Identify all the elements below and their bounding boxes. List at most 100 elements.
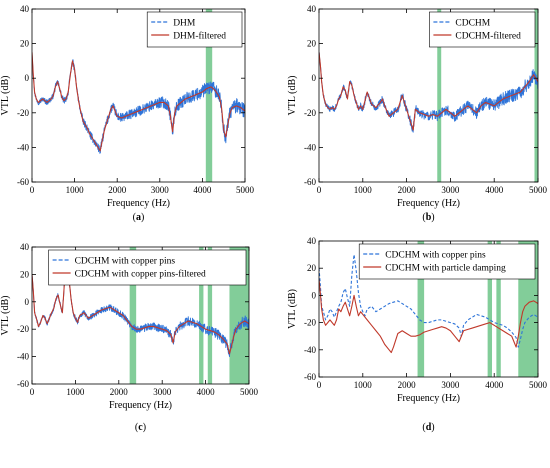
y-tick-label: -20 [17,324,29,334]
y-tick-label: -40 [304,142,316,152]
y-tick-label: 40 [307,4,317,14]
x-tick-label: 2000 [108,185,127,195]
highlight-band [534,9,538,182]
x-tick-label: 0 [30,387,35,397]
x-tick-label: 1000 [354,185,373,195]
highlight-band [437,9,442,182]
series-line [319,52,538,133]
y-tick-label: -60 [17,379,29,389]
y-tick-label: 20 [307,39,317,49]
series-line [32,52,245,152]
legend-entry: CDCHM with copper pins [385,251,486,261]
legend-box [48,249,247,286]
y-tick-label: -20 [304,318,316,328]
y-tick-label: -40 [17,142,29,152]
x-tick-label: 4000 [485,380,504,390]
y-axis-label: VTL (dB) [0,296,11,336]
x-tick-label: 0 [317,380,322,390]
y-axis-label: VTL (dB) [287,76,298,116]
x-tick-label: 3000 [441,185,460,195]
y-tick-label: 0 [312,290,317,300]
x-tick-label: 2000 [398,185,417,195]
plot-frame [31,246,250,385]
y-tick-label: -20 [17,108,29,118]
plot-frame [31,8,246,183]
legend-entry: CDCHM with particle damping [385,264,506,274]
series-line [32,260,249,355]
y-tick-label: -60 [304,372,316,382]
legend-entry: DHM [173,19,196,29]
x-tick-label: 5000 [236,185,255,195]
y-axis-label: VTL (dB) [287,289,298,329]
highlight-band [205,9,213,182]
panel-caption: (d) [422,422,434,433]
chart-panel: 0 1000 2000 3000 4000 5000 -60 -40 -20 0 20 40 Frequ… [0,4,255,223]
plot-frame [318,8,539,183]
legend: CDCHM with copper pins CDCHM with copper … [48,249,247,286]
series-line [32,53,245,154]
y-tick-label: -60 [304,177,316,187]
series-line [319,52,538,131]
x-tick-label: 1000 [66,387,85,397]
legend-entry: DHM-filtered [173,31,226,42]
y-tick-label: 20 [307,263,317,273]
legend: CDCHM with copper pins CDCHM with particl… [358,243,536,280]
highlight-band [417,241,425,377]
highlight-band [496,241,501,377]
series-line [319,254,538,348]
y-tick-label: 40 [20,4,30,14]
x-tick-label: 4000 [193,185,212,195]
plot-frame [318,240,539,378]
x-axis-label: Frequency (Hz) [397,393,460,404]
y-axis-label: VTL (dB) [0,76,11,116]
y-tick-label: 0 [25,73,30,83]
x-tick-label: 3000 [151,185,170,195]
x-tick-label: 3000 [153,387,172,397]
x-tick-label: 2000 [398,380,417,390]
y-tick-label: -60 [17,177,29,187]
x-tick-label: 1000 [354,380,373,390]
y-tick-label: -40 [17,352,29,362]
x-axis-label: Frequency (Hz) [397,198,460,209]
x-tick-label: 5000 [529,185,548,195]
series-line [319,279,538,354]
chart-panel: 0 1000 2000 3000 4000 5000 -60 -40 -20 0 20 40 Frequ… [0,242,259,433]
x-tick-label: 0 [30,185,35,195]
legend-box [358,243,536,280]
chart-panel: 0 1000 2000 3000 4000 5000 -60 -40 -20 0 20 40 Frequ… [287,4,548,223]
x-tick-label: 4000 [485,185,504,195]
legend-entry: CDCHM with copper pins [75,257,176,267]
panel-caption: (a) [133,212,145,223]
y-tick-label: -40 [304,345,316,355]
highlight-band [129,247,137,384]
legend-box [429,11,536,48]
legend-entry: CDCHM [455,19,490,29]
x-axis-label: Frequency (Hz) [107,198,170,209]
x-tick-label: 3000 [441,380,460,390]
legend: DHM DHM-filtered [146,11,243,48]
y-tick-label: 20 [20,39,30,49]
x-tick-label: 1000 [66,185,85,195]
x-tick-label: 0 [317,185,322,195]
x-tick-label: 2000 [110,387,129,397]
legend: CDCHM CDCHM-filtered [429,11,536,48]
x-tick-label: 4000 [197,387,216,397]
highlight-band [207,247,213,384]
y-tick-label: -20 [304,108,316,118]
y-tick-label: 40 [307,236,317,246]
x-axis-label: Frequency (Hz) [109,400,172,411]
x-tick-label: 5000 [529,380,548,390]
chart-panel: 0 1000 2000 3000 4000 5000 -60 -40 -20 0 20 40 Frequ… [287,236,548,433]
highlight-band [487,241,493,377]
y-tick-label: 0 [25,297,30,307]
panel-caption: (c) [135,422,146,433]
y-tick-label: 0 [312,73,317,83]
y-tick-label: 20 [20,269,30,279]
x-tick-label: 5000 [240,387,259,397]
legend-entry: CDCHM with copper pins-filtered [75,269,206,280]
legend-box [146,11,243,48]
highlight-band [199,247,204,384]
legend-entry: CDCHM-filtered [455,31,521,42]
